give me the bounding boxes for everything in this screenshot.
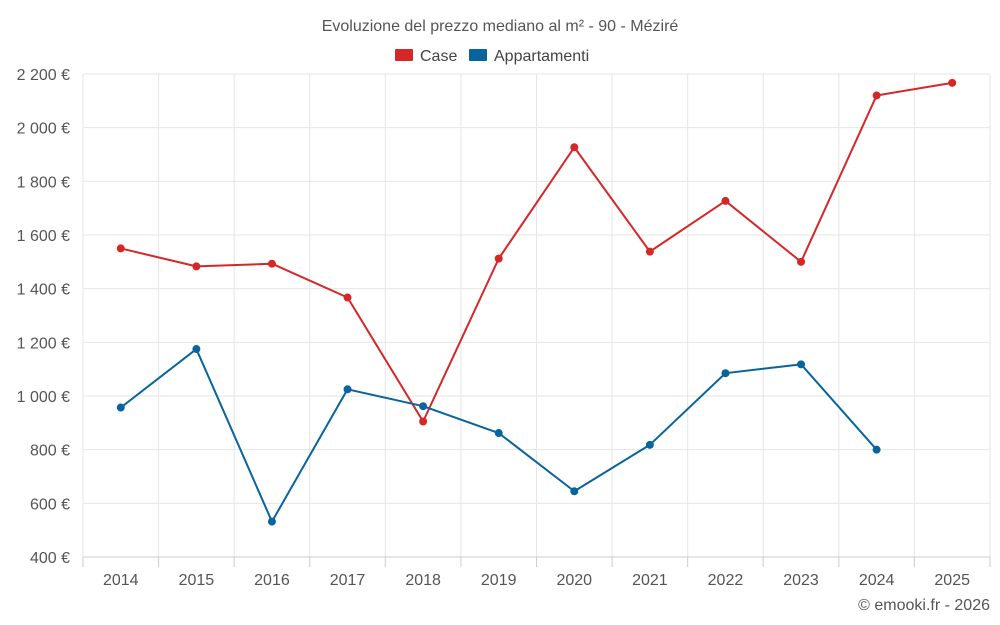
legend-label-case: Case xyxy=(420,48,457,65)
legend-label-appartamenti: Appartamenti xyxy=(494,48,589,65)
y-tick-label: 1 400 € xyxy=(17,282,70,299)
series-group xyxy=(116,78,957,526)
y-tick-label: 1 000 € xyxy=(17,389,70,406)
legend-item-case[interactable]: Case xyxy=(395,48,457,65)
x-tick-label: 2017 xyxy=(330,572,366,589)
data-point-case[interactable] xyxy=(797,257,806,266)
data-point-case[interactable] xyxy=(267,259,276,268)
data-point-case[interactable] xyxy=(948,78,957,87)
x-tick-label: 2023 xyxy=(783,572,819,589)
x-tick-label: 2019 xyxy=(481,572,517,589)
data-point-appartamenti[interactable] xyxy=(645,440,654,449)
x-tick-label: 2016 xyxy=(254,572,290,589)
legend-swatch-appartamenti xyxy=(469,49,487,61)
legend-swatch-case xyxy=(395,49,413,61)
y-axis: 400 € 600 € 800 € 1 000 € 1 200 € 1 400 € 1 60… xyxy=(17,67,70,567)
x-tick-label: 2018 xyxy=(405,572,441,589)
credit-text: © emooki.fr - 2026 xyxy=(858,597,990,614)
x-tick-label: 2020 xyxy=(556,572,592,589)
x-tick-label: 2024 xyxy=(859,572,895,589)
data-point-appartamenti[interactable] xyxy=(192,345,201,354)
data-point-appartamenti[interactable] xyxy=(797,360,806,369)
x-tick-label: 2025 xyxy=(934,572,970,589)
y-tick-label: 1 600 € xyxy=(17,228,70,245)
y-tick-label: 2 200 € xyxy=(17,67,70,84)
x-tick-label: 2014 xyxy=(103,572,139,589)
y-tick-label: 600 € xyxy=(30,496,70,513)
legend-item-appartamenti[interactable]: Appartamenti xyxy=(469,48,589,65)
data-point-appartamenti[interactable] xyxy=(570,487,579,496)
data-point-appartamenti[interactable] xyxy=(494,429,503,438)
data-point-appartamenti[interactable] xyxy=(116,403,125,412)
y-tick-label: 2 000 € xyxy=(17,121,70,138)
data-point-case[interactable] xyxy=(419,417,428,426)
data-point-appartamenti[interactable] xyxy=(721,369,730,378)
data-point-appartamenti[interactable] xyxy=(872,445,881,454)
x-tick-label: 2021 xyxy=(632,572,668,589)
x-tick-label: 2022 xyxy=(708,572,744,589)
x-tick-label: 2015 xyxy=(179,572,215,589)
data-point-appartamenti[interactable] xyxy=(267,517,276,526)
data-point-case[interactable] xyxy=(872,91,881,100)
data-point-case[interactable] xyxy=(192,262,201,271)
data-point-case[interactable] xyxy=(721,196,730,205)
data-point-case[interactable] xyxy=(343,293,352,302)
legend: Case Appartamenti xyxy=(395,48,589,65)
data-point-case[interactable] xyxy=(570,143,579,152)
series-line-case xyxy=(120,81,953,423)
data-point-case[interactable] xyxy=(645,247,654,256)
data-point-appartamenti[interactable] xyxy=(419,402,428,411)
x-axis: 2014 2015 2016 2017 2018 2019 2020 2021 2022 2023… xyxy=(82,556,991,589)
chart-title: Evoluzione del prezzo mediano al m² - 90… xyxy=(322,18,679,35)
y-tick-label: 800 € xyxy=(30,443,70,460)
gridlines xyxy=(82,73,991,558)
data-point-appartamenti[interactable] xyxy=(343,385,352,394)
data-point-case[interactable] xyxy=(494,254,503,263)
y-tick-label: 1 800 € xyxy=(17,174,70,191)
data-point-case[interactable] xyxy=(116,244,125,253)
y-tick-label: 1 200 € xyxy=(17,335,70,352)
y-tick-label: 400 € xyxy=(30,550,70,567)
